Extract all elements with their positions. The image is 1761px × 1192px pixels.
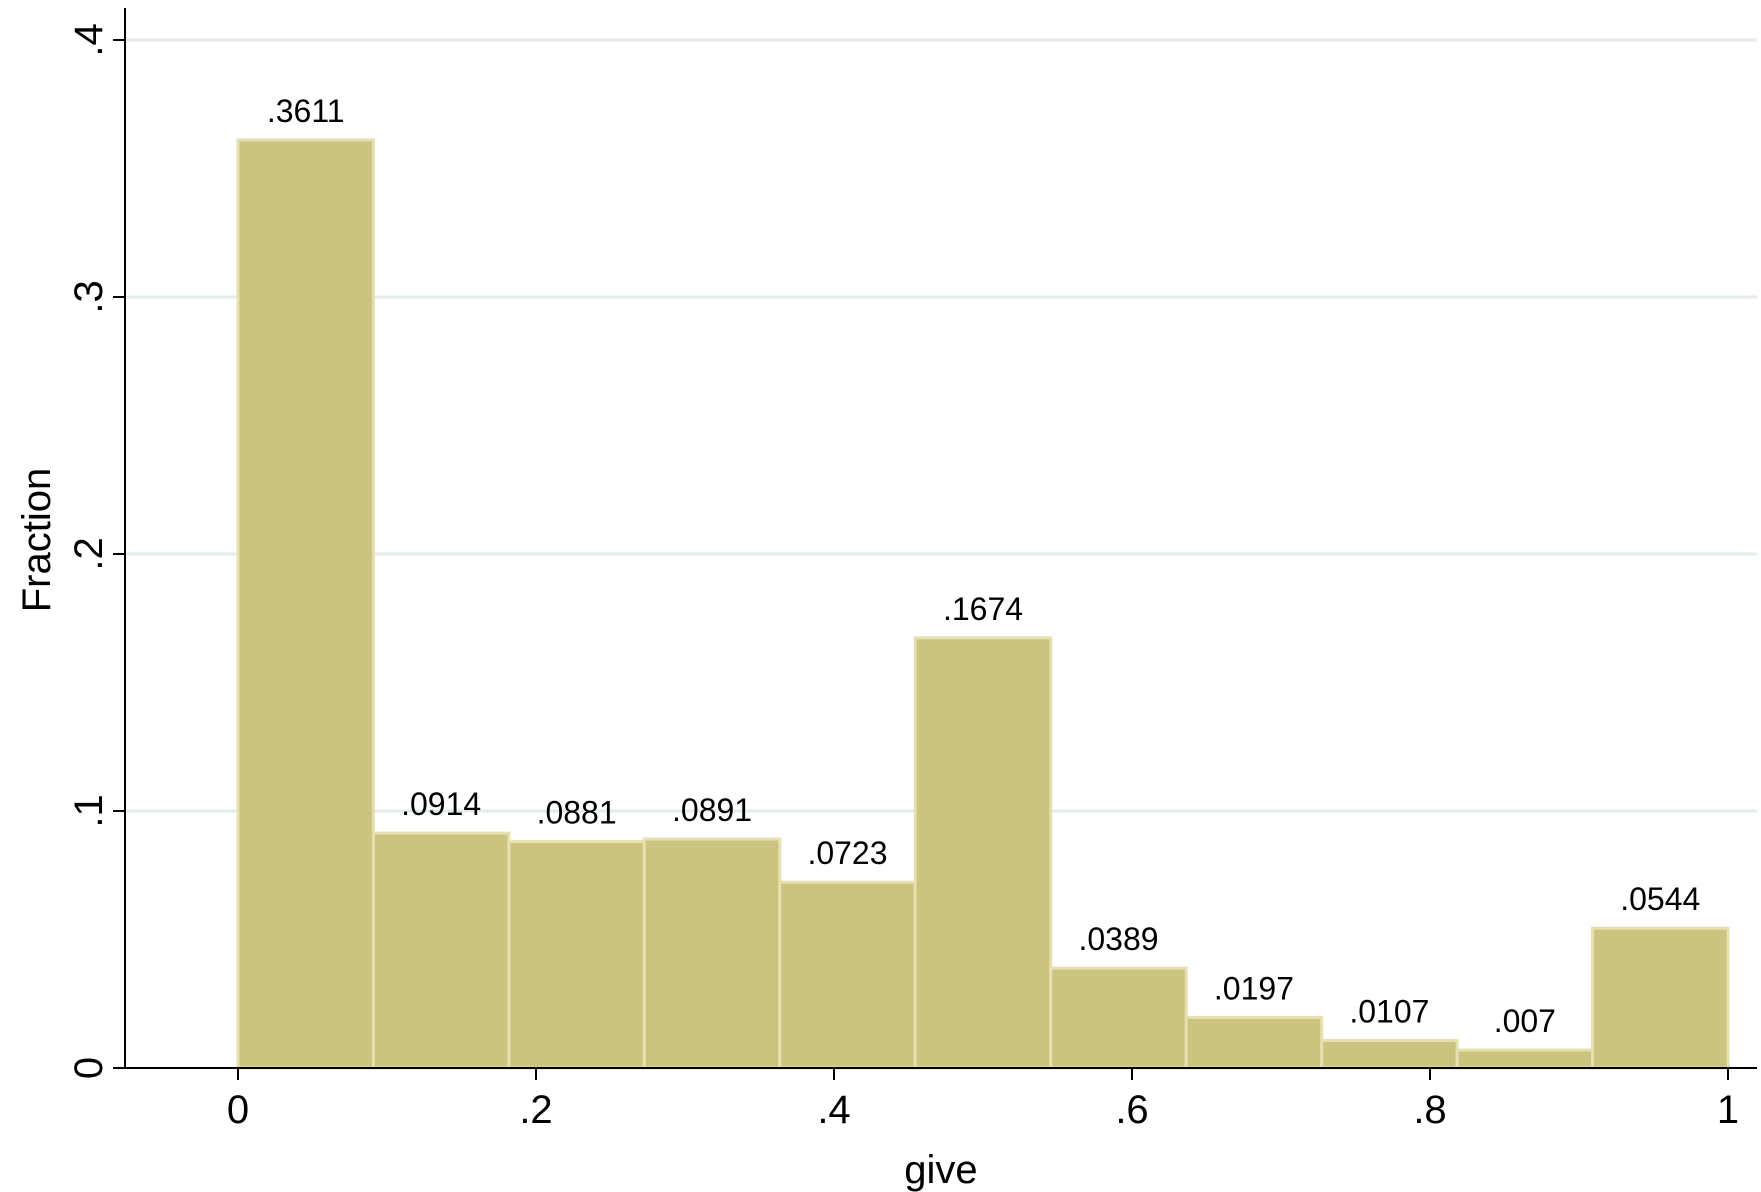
y-tick-label-2: .2 [67, 537, 111, 570]
bar-value-label-3: .0891 [672, 792, 752, 828]
x-tick-label-2: .4 [817, 1088, 850, 1132]
x-tick-label-5: 1 [1717, 1088, 1739, 1132]
bar-value-label-7: .0197 [1214, 970, 1294, 1006]
axes [124, 8, 1757, 1069]
bar-2 [507, 840, 646, 1070]
bar-value-label-9: .007 [1494, 1003, 1556, 1039]
y-axis-ticks: 0 .1 .2 .3 .4 [67, 23, 125, 1079]
x-tick-label-4: .8 [1413, 1088, 1446, 1132]
bar-value-label-4: .0723 [807, 835, 887, 871]
bar-7 [1184, 1015, 1324, 1070]
x-tick-label-3: .6 [1115, 1088, 1148, 1132]
histogram-bars [236, 138, 1730, 1070]
bar-3 [642, 837, 782, 1070]
bar-value-label-6: .0389 [1078, 921, 1158, 957]
y-tick-label-0: 0 [67, 1057, 111, 1079]
bar-5 [913, 636, 1053, 1070]
gridlines [125, 38, 1757, 813]
y-axis-title: Fraction [15, 468, 59, 613]
y-tick-label-1: .1 [67, 794, 111, 827]
bar-value-label-5: .1674 [943, 591, 1023, 627]
bar-value-label-1: .0914 [401, 786, 481, 822]
y-tick-label-3: .3 [67, 280, 111, 313]
bar-1 [371, 831, 511, 1070]
x-tick-label-1: .2 [519, 1088, 552, 1132]
bar-6 [1049, 966, 1188, 1070]
x-axis-title: give [904, 1148, 977, 1192]
bar-4 [778, 880, 917, 1070]
bar-value-label-2: .0881 [537, 795, 617, 831]
x-tick-label-0: 0 [227, 1088, 249, 1132]
bar-9 [1455, 1048, 1595, 1070]
x-axis-ticks: 0 .2 .4 .6 .8 1 [227, 1068, 1739, 1132]
bar-value-label-8: .0107 [1349, 994, 1429, 1030]
bar-value-labels: .3611 .0914 .0881 .0891 .0723 .1674 .0389 .0197… [267, 93, 1700, 1039]
bar-value-label-0: .3611 [267, 93, 345, 129]
bar-value-label-10: .0544 [1620, 881, 1700, 917]
bar-0 [236, 138, 375, 1070]
y-tick-label-4: .4 [67, 23, 111, 56]
bar-8 [1320, 1039, 1459, 1070]
bar-10 [1591, 926, 1730, 1070]
